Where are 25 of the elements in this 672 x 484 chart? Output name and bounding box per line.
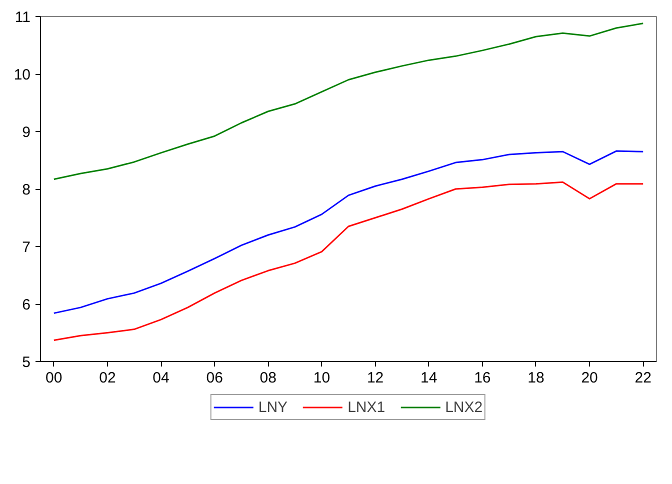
legend-label: LNX2 <box>445 398 483 416</box>
x-tick-label: 02 <box>99 370 116 386</box>
x-tick-label: 00 <box>46 370 62 386</box>
y-tick-label: 9 <box>22 124 30 141</box>
legend-label: LNX1 <box>348 398 386 416</box>
x-tick-label: 04 <box>152 370 170 386</box>
x-tick-label: 14 <box>420 370 438 386</box>
y-tick-label: 10 <box>14 66 31 84</box>
x-tick-label: 12 <box>366 370 384 386</box>
y-tick-label: 7 <box>22 239 30 256</box>
y-tick-label: 6 <box>22 296 30 314</box>
legend-label: LNY <box>258 398 288 416</box>
y-tick-label: 11 <box>14 9 31 26</box>
x-tick-label: 16 <box>474 370 491 386</box>
line-series <box>53 22 644 180</box>
x-tick-label: 06 <box>206 370 223 386</box>
line-series <box>53 181 644 341</box>
x-tick-label: 18 <box>528 370 544 386</box>
x-tick-label: 10 <box>313 370 330 386</box>
line-series <box>53 150 644 314</box>
x-tick-label: 22 <box>634 370 652 386</box>
x-tick-label: 08 <box>260 370 276 386</box>
y-tick-label: 8 <box>22 182 30 198</box>
y-tick-label: 5 <box>22 354 30 371</box>
x-tick-label: 20 <box>581 370 598 386</box>
